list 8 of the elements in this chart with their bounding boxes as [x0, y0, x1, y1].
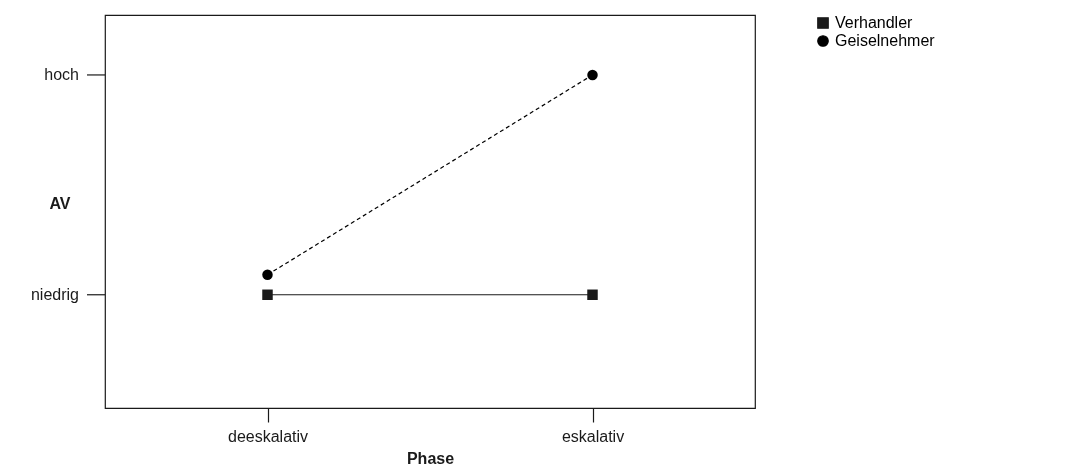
x-axis-title: Phase [406, 449, 455, 467]
legend-label: Verhandler [835, 14, 914, 31]
y-axis-title: AV [49, 195, 71, 212]
x-tick-label: deeskalativ [227, 427, 309, 445]
text: hoch [44, 65, 79, 83]
x-tick-label: eskalativ [561, 427, 625, 445]
legend-label: Geiselnehmer [835, 32, 936, 49]
text: niedrig [30, 285, 79, 303]
